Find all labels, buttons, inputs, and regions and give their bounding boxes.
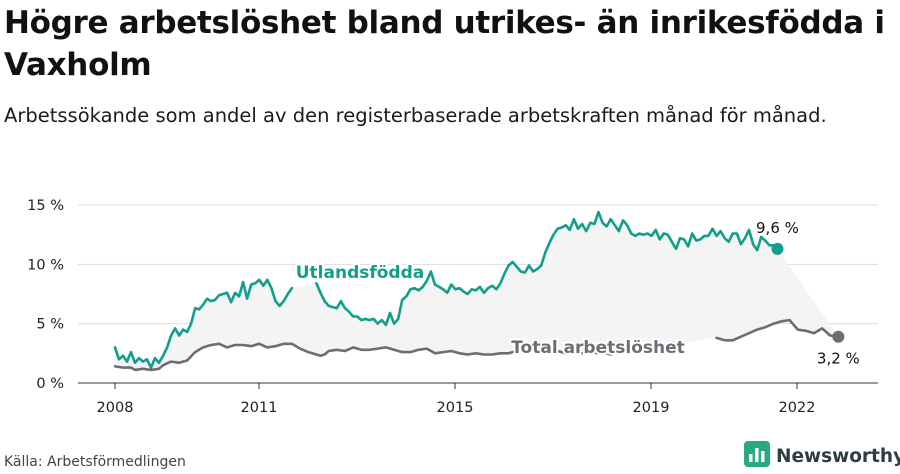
series-line-0-1: [315, 210, 779, 327]
series-line-1-1: [715, 318, 840, 342]
series-end-dot-0: [771, 242, 784, 255]
x-tick-label-0: 2008: [97, 400, 134, 416]
end-label-total: 3,2 %: [817, 350, 860, 368]
brand-logo[interactable]: Newsworthy: [744, 441, 900, 471]
y-tick-label-1: 5 %: [36, 317, 64, 333]
x-tick-label-3: 2019: [633, 400, 670, 416]
source-note: Källa: Arbetsförmedlingen: [4, 454, 186, 470]
end-label-utlandsfodda: 9,6 %: [756, 219, 799, 237]
y-tick-label-0: 0 %: [36, 376, 64, 392]
chart-title: Högre arbetslöshet bland utrikes- än inr…: [4, 5, 885, 83]
x-tick-label-1: 2011: [241, 400, 278, 416]
brand-name: Newsworthy: [776, 445, 900, 467]
series-line-0-0: [113, 278, 294, 369]
chart-subtitle: Arbetssökande som andel av den registerb…: [4, 104, 827, 127]
y-tick-label-3: 15 %: [27, 198, 64, 214]
series-end-dot-1: [832, 330, 845, 343]
bar-chart-icon: [744, 441, 770, 471]
x-tick-label-2: 2015: [437, 400, 474, 416]
series-label-utlandsfodda: Utlandsfödda: [296, 263, 425, 283]
series-label-total: Total arbetslöshet: [511, 338, 685, 358]
x-tick-label-4: 2022: [779, 400, 816, 416]
y-tick-label-2: 10 %: [27, 257, 64, 273]
series-line-1-0: [113, 342, 621, 372]
